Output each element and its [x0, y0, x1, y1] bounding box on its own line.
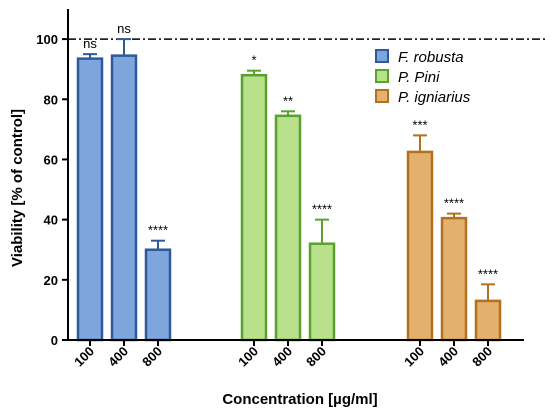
x-tick-label: 800 [139, 344, 165, 370]
legend-swatch [375, 69, 389, 83]
legend-label: F. robusta [398, 49, 464, 66]
significance-label: *** [412, 117, 427, 132]
significance-label: **** [444, 196, 464, 211]
significance-label: **** [148, 223, 168, 238]
x-tick-label: 100 [401, 344, 427, 370]
legend-label: P. Pini [398, 69, 440, 86]
bar [440, 216, 468, 342]
y-tick-label: 60 [44, 152, 58, 167]
y-tick-label: 20 [44, 273, 58, 288]
significance-label: ns [117, 21, 131, 36]
y-tick-label: 100 [36, 32, 58, 47]
bar [274, 114, 302, 342]
significance-label: ns [83, 36, 97, 51]
plot-area: 0 20 40 60 80 100 ns 100 ns 400 **** 800 * 100 ** 400 **… [36, 9, 546, 369]
significance-label: ** [283, 93, 293, 108]
y-tick-label: 0 [51, 333, 58, 348]
x-tick-label: 800 [303, 344, 329, 370]
x-tick-label: 100 [71, 344, 97, 370]
bar [308, 242, 336, 342]
bar [406, 150, 434, 342]
legend-swatch [375, 49, 389, 63]
legend-swatch [375, 89, 389, 103]
bar [474, 299, 502, 342]
bar [240, 73, 268, 342]
x-tick-label: 400 [435, 344, 461, 370]
y-tick-label: 80 [44, 92, 58, 107]
x-tick-label: 400 [105, 344, 131, 370]
bar [144, 248, 172, 342]
x-tick-label: 100 [235, 344, 261, 370]
significance-label: **** [478, 266, 498, 281]
x-tick-label: 800 [469, 344, 495, 370]
significance-label: **** [312, 202, 332, 217]
bar [110, 54, 138, 342]
y-axis-title: Viability [% of control] [9, 109, 26, 267]
x-axis-title: Concentration [µg/ml] [222, 391, 377, 408]
bar [76, 57, 104, 342]
y-tick-label: 40 [44, 213, 58, 228]
significance-label: * [251, 53, 256, 68]
x-tick-label: 400 [269, 344, 295, 370]
legend-label: P. igniarius [398, 89, 471, 106]
